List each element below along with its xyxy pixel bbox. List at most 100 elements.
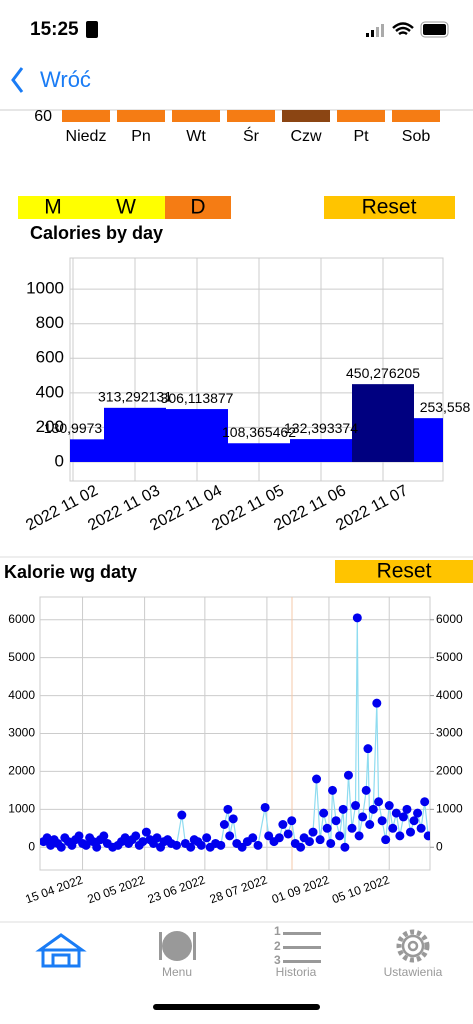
bar [227,110,275,122]
point [177,810,187,820]
point [388,823,398,833]
m-button[interactable]: M [44,196,62,219]
point [237,842,247,852]
y2-tick-label: 5000 [436,650,463,664]
point [248,833,258,843]
menu-tab-icon[interactable] [159,931,196,961]
value-label: 132,393374 [284,420,358,436]
reset-button[interactable]: Reset [362,196,417,219]
point [216,840,226,850]
point [374,797,384,807]
point [391,808,401,818]
bar [414,418,443,462]
point [343,770,353,780]
reset-button-bg[interactable] [324,196,455,219]
home-indicator [153,1004,320,1010]
point [131,831,141,841]
point [42,833,52,843]
point [283,829,293,839]
battery-level [423,24,446,35]
y-tick-label: 60 [34,108,52,125]
wifi-icon [392,22,414,36]
point [395,831,405,841]
x-tick-label: 23 06 2022 [146,873,208,907]
point [368,804,378,814]
reset-button-bg[interactable] [335,560,473,583]
point [196,840,206,850]
point [354,831,364,841]
tab-label[interactable]: Menu [162,965,192,979]
value-label: 253,558 [420,399,471,415]
point [322,823,332,833]
point [81,840,91,850]
plot-area [70,258,443,481]
point [99,831,109,841]
svg-text:1: 1 [274,924,281,938]
tab-label[interactable]: Ustawienia [384,965,443,979]
mw-button-bg[interactable] [18,196,165,219]
plot-area [40,597,430,870]
x-tick-label: Czw [290,128,322,145]
chart-title: Kalorie wg daty [4,562,137,582]
back-chevron[interactable] [11,67,24,93]
point [260,802,270,812]
point [326,838,336,848]
y-tick-label: 1000 [26,279,64,298]
bar [392,110,440,122]
x-tick-label: Niedz [66,128,107,145]
y2-tick-label: 3000 [436,726,463,740]
point [74,831,84,841]
point [274,833,284,843]
point [331,816,341,826]
point [172,840,181,850]
point [377,816,387,826]
back-button[interactable]: Wróć [40,67,91,92]
y-tick-label: 200 [36,417,64,436]
point [340,842,350,852]
bar [70,439,104,462]
history-tab-icon[interactable]: 123 [274,924,321,967]
x-tick-label: Sob [402,128,431,145]
y2-tick-label: 4000 [436,688,463,702]
tab-label[interactable]: Historia [276,965,317,979]
point [315,835,325,845]
point [361,785,371,795]
point [381,835,391,845]
point [423,831,430,841]
x-tick-label: Wt [186,128,206,145]
point [56,842,66,852]
y-tick-label: 2000 [8,764,35,778]
point [347,823,357,833]
settings-tab-icon[interactable] [396,929,430,963]
point [264,831,274,841]
x-tick-label: Pt [353,128,369,145]
point [338,804,348,814]
d-button-bg[interactable] [165,196,231,219]
value-label: 306,113877 [161,390,234,406]
bar [282,110,330,122]
point [202,833,212,843]
point [363,744,373,754]
y-tick-label: 6000 [8,612,35,626]
point [225,831,235,841]
x-tick-label: Śr [243,126,260,145]
y2-tick-label: 2000 [436,764,463,778]
reset-button[interactable]: Reset [377,560,432,583]
point [152,833,162,843]
point [312,774,322,784]
point [223,804,233,814]
point [413,808,423,818]
point [219,820,229,829]
d-button[interactable]: D [190,196,205,219]
x-tick-label: Pn [131,128,151,145]
svg-text:2: 2 [274,939,281,953]
w-button[interactable]: W [116,196,136,219]
point [335,831,345,841]
point [328,785,337,795]
home-tab-icon[interactable] [35,933,87,968]
bar [172,110,220,122]
bar [166,409,228,462]
bar [62,110,110,122]
chart-title: Calories by day [30,223,163,243]
bar [228,443,290,462]
